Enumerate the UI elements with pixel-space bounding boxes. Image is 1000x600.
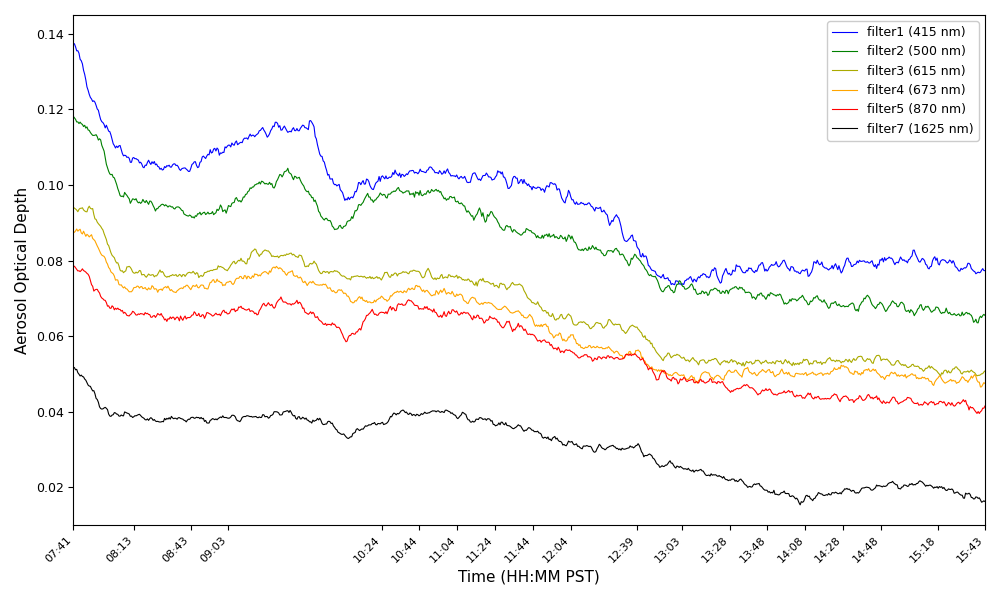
filter4 (673 nm) [760, 369, 772, 376]
filter7 (1625 nm) [597, 445, 609, 452]
filter7 (1625 nm) [648, 455, 660, 463]
filter2 (500 nm) [979, 312, 991, 319]
filter5 (870 nm) [973, 410, 985, 417]
filter5 (870 nm) [649, 373, 661, 380]
filter1 (415 nm) [760, 266, 772, 273]
filter3 (615 nm) [83, 203, 95, 210]
filter1 (415 nm) [675, 281, 687, 289]
filter4 (673 nm) [598, 345, 610, 352]
filter1 (415 nm) [979, 267, 991, 274]
filter5 (870 nm) [68, 263, 80, 270]
filter3 (615 nm) [67, 203, 79, 211]
filter1 (415 nm) [123, 155, 135, 162]
Line: filter4 (673 nm): filter4 (673 nm) [73, 229, 985, 387]
filter4 (673 nm) [124, 288, 136, 295]
filter1 (415 nm) [648, 268, 660, 275]
filter5 (870 nm) [979, 403, 991, 410]
filter5 (870 nm) [622, 351, 634, 358]
filter5 (870 nm) [67, 263, 79, 271]
filter2 (500 nm) [597, 250, 609, 257]
filter2 (500 nm) [852, 308, 864, 315]
filter7 (1625 nm) [67, 364, 79, 371]
filter4 (673 nm) [622, 352, 634, 359]
filter3 (615 nm) [622, 326, 634, 334]
filter2 (500 nm) [67, 113, 79, 120]
filter2 (500 nm) [648, 273, 660, 280]
filter1 (415 nm) [621, 238, 633, 245]
filter7 (1625 nm) [853, 488, 865, 496]
filter7 (1625 nm) [123, 410, 135, 418]
filter1 (415 nm) [853, 257, 865, 264]
filter3 (615 nm) [598, 325, 610, 332]
Y-axis label: Aerosol Optical Depth: Aerosol Optical Depth [15, 187, 30, 353]
filter5 (870 nm) [124, 311, 136, 318]
filter4 (673 nm) [974, 383, 986, 391]
Line: filter1 (415 nm): filter1 (415 nm) [73, 44, 985, 285]
filter4 (673 nm) [67, 228, 79, 235]
filter1 (415 nm) [67, 40, 79, 47]
filter2 (500 nm) [972, 319, 984, 326]
filter2 (500 nm) [759, 294, 771, 301]
filter3 (615 nm) [649, 346, 661, 353]
filter4 (673 nm) [979, 380, 991, 387]
filter5 (870 nm) [598, 353, 610, 361]
filter3 (615 nm) [124, 264, 136, 271]
Line: filter3 (615 nm): filter3 (615 nm) [73, 206, 985, 376]
filter4 (673 nm) [71, 226, 83, 233]
X-axis label: Time (HH:MM PST): Time (HH:MM PST) [458, 570, 600, 585]
Line: filter2 (500 nm): filter2 (500 nm) [73, 116, 985, 323]
filter4 (673 nm) [649, 367, 661, 374]
filter4 (673 nm) [853, 370, 865, 377]
filter2 (500 nm) [123, 195, 135, 202]
filter5 (870 nm) [760, 385, 772, 392]
filter3 (615 nm) [853, 353, 865, 360]
filter3 (615 nm) [760, 357, 772, 364]
filter2 (500 nm) [621, 257, 633, 264]
Line: filter5 (870 nm): filter5 (870 nm) [73, 266, 985, 413]
filter7 (1625 nm) [979, 498, 991, 505]
filter7 (1625 nm) [759, 487, 771, 494]
filter7 (1625 nm) [794, 501, 806, 508]
filter7 (1625 nm) [621, 445, 633, 452]
filter3 (615 nm) [979, 367, 991, 374]
filter3 (615 nm) [934, 373, 946, 380]
filter5 (870 nm) [853, 392, 865, 399]
Legend: filter1 (415 nm), filter2 (500 nm), filter3 (615 nm), filter4 (673 nm), filter5 : filter1 (415 nm), filter2 (500 nm), filt… [827, 21, 979, 140]
filter1 (415 nm) [597, 208, 609, 215]
Line: filter7 (1625 nm): filter7 (1625 nm) [73, 367, 985, 505]
